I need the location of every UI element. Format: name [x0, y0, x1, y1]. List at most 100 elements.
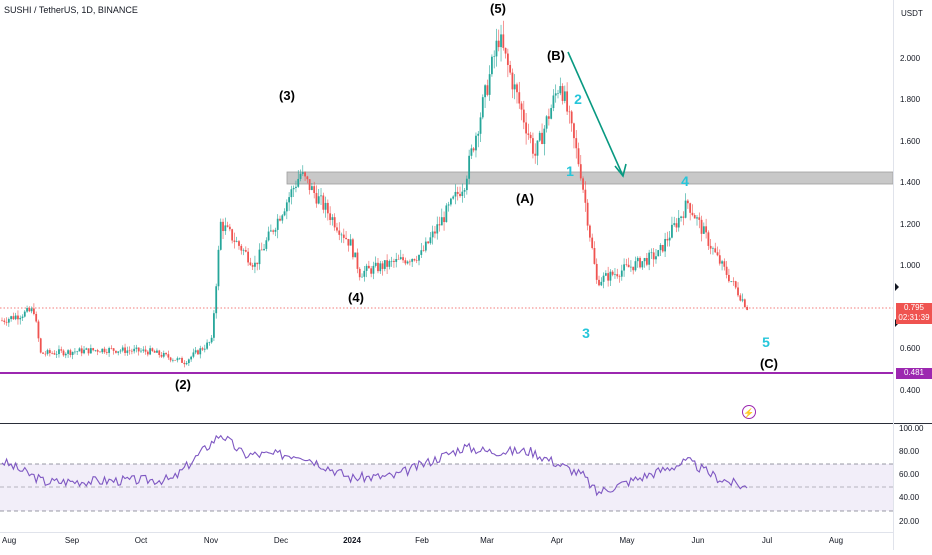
candle-body	[737, 287, 739, 296]
candle-body	[475, 135, 477, 151]
wave-label-5-major: (5)	[490, 1, 506, 16]
candle-body	[491, 56, 493, 75]
candle-body	[256, 262, 259, 265]
price-axis[interactable]: 2.000 1.800 1.600 1.400 1.200 1.000 0.60…	[900, 54, 921, 395]
price-label: 1.200	[900, 220, 921, 229]
candle-body	[675, 223, 678, 228]
symbol-title[interactable]: SUSHI / TetherUS, 1D, BINANCE	[4, 5, 138, 15]
candle-body	[714, 248, 717, 253]
candle-body	[304, 172, 306, 177]
candle-body	[689, 203, 692, 213]
candle-body	[623, 264, 625, 271]
candle-body	[734, 281, 737, 288]
candle-body	[283, 211, 286, 216]
candle-body	[538, 132, 541, 141]
candle-body	[500, 34, 502, 48]
candle-body	[586, 202, 589, 226]
candle-body	[194, 350, 197, 353]
candle-body	[513, 84, 516, 90]
candle-body	[14, 315, 17, 320]
candle-body	[130, 350, 133, 352]
time-label: Jun	[692, 536, 705, 545]
candle-body	[486, 85, 489, 95]
candle-body	[181, 357, 183, 363]
price-label: 1.400	[900, 178, 921, 187]
candle-body	[541, 132, 543, 144]
candle-body	[19, 317, 22, 320]
candle-body	[700, 219, 703, 234]
price-label: 1.000	[900, 261, 921, 270]
candle-body	[254, 262, 256, 267]
candle-body	[693, 215, 696, 219]
candle-body	[140, 350, 142, 352]
candle-body	[124, 347, 126, 353]
candle-body	[71, 351, 74, 355]
candle-body	[602, 275, 605, 282]
candle-body	[645, 258, 648, 265]
candle-body	[96, 350, 99, 352]
candle-body	[51, 353, 54, 354]
time-axis[interactable]: Aug Sep Oct Nov Dec 2024 Feb Mar Apr May…	[2, 536, 843, 545]
candle-body	[465, 178, 468, 191]
candle-body	[534, 153, 537, 156]
candle-body	[167, 354, 170, 358]
candle-body	[42, 352, 44, 354]
candle-body	[26, 308, 28, 312]
time-label: Dec	[274, 536, 288, 545]
price-label: 0.400	[900, 386, 921, 395]
candle-body	[447, 204, 450, 206]
candle-body	[497, 40, 500, 48]
candles-series	[1, 20, 749, 368]
candle-body	[595, 263, 598, 280]
candle-body	[424, 241, 427, 251]
candle-body	[263, 248, 265, 251]
candle-body	[563, 91, 566, 101]
candle-body	[450, 198, 452, 205]
candle-body	[133, 348, 136, 352]
candle-body	[721, 261, 723, 264]
time-label: 2024	[343, 536, 361, 545]
candle-body	[554, 93, 557, 96]
rsi-axis[interactable]: 100.00 80.00 60.00 40.00 20.00	[899, 424, 924, 526]
candle-body	[367, 265, 370, 269]
candle-body	[311, 186, 313, 190]
candle-body	[543, 128, 546, 144]
candle-body	[292, 187, 295, 190]
candle-body	[630, 266, 632, 268]
candle-body	[187, 359, 190, 364]
candle-body	[99, 351, 101, 353]
candle-body	[632, 266, 635, 271]
wave-label-a: (A)	[516, 191, 534, 206]
rsi-band	[0, 464, 893, 511]
candle-body	[452, 196, 455, 199]
price-label: 1.800	[900, 95, 921, 104]
candle-body	[415, 260, 418, 261]
currency-label[interactable]: USDT	[901, 9, 923, 18]
candle-body	[463, 190, 466, 192]
candle-body	[712, 248, 714, 249]
candle-body	[604, 273, 607, 276]
candle-body	[547, 116, 550, 119]
wave-label-3-major: (3)	[279, 88, 295, 103]
candle-body	[242, 250, 245, 251]
candle-body	[664, 238, 666, 252]
candle-body	[117, 351, 120, 353]
wave-label-b: (B)	[547, 48, 565, 63]
candle-body	[21, 316, 24, 318]
candle-body	[372, 265, 375, 274]
candle-body	[208, 342, 211, 343]
candle-body	[108, 348, 110, 353]
candle-body	[64, 353, 67, 356]
candle-body	[251, 265, 254, 267]
candle-body	[135, 347, 138, 349]
candle-body	[702, 226, 705, 234]
candle-body	[399, 257, 402, 260]
candle-body	[618, 276, 621, 277]
alert-bolt-icon[interactable]: ⚡	[742, 405, 756, 419]
candle-body	[668, 237, 671, 241]
candle-body	[579, 164, 582, 179]
candle-body	[386, 260, 388, 267]
candle-body	[402, 257, 404, 261]
